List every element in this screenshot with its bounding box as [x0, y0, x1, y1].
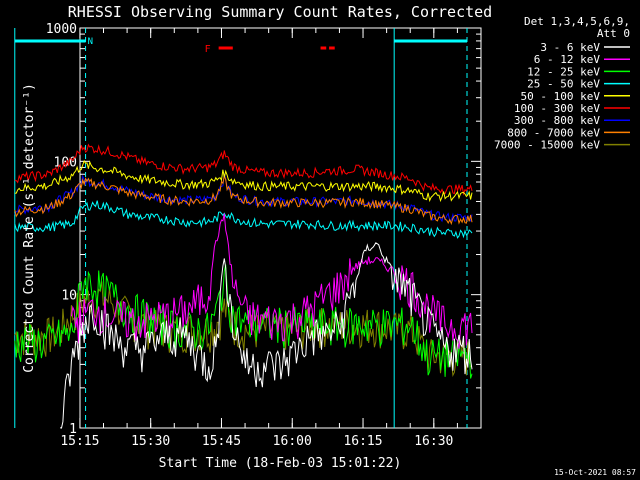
- series-layer: [14, 143, 473, 429]
- x-tick-label: 15:15: [60, 434, 99, 449]
- legend-entry-label: 300 - 800 keV: [514, 114, 600, 127]
- plot-frame: [79, 27, 482, 429]
- legend-header-line-2: Att 0: [597, 27, 630, 40]
- legend-entry-label: 6 - 12 keV: [534, 53, 601, 66]
- x-tick-label: 16:00: [273, 434, 312, 449]
- series-line-25-50-kev: [14, 200, 473, 239]
- chart-title: RHESSI Observing Summary Count Rates, Co…: [68, 3, 492, 21]
- x-tick-label: 15:45: [202, 434, 241, 449]
- y-tick-label: 1000: [46, 22, 77, 37]
- series-line-50-100-kev: [14, 159, 473, 203]
- y-tick-label: 10: [61, 289, 77, 304]
- legend-entry-label: 3 - 6 keV: [540, 41, 600, 54]
- series-line-12-25-kev: [14, 264, 473, 379]
- legend-entry-label: 25 - 50 keV: [527, 78, 600, 91]
- legend-header-line-1: Det 1,3,4,5,6,9,: [524, 15, 630, 28]
- series-line-100-300-kev: [14, 143, 473, 196]
- series-line-6-12-kev: [70, 213, 473, 349]
- axes: 1 10 100 1000 15:15 15:30 15:45 16:00 16:15 16:30: [46, 22, 482, 449]
- series-line-800-7000-kev: [14, 174, 473, 226]
- flare-flag-label: F: [205, 44, 211, 55]
- x-axis-label: Start Time (18-Feb-03 15:01:22): [159, 456, 402, 471]
- legend-entry-label: 7000 - 15000 keV: [494, 139, 600, 152]
- y-tick-label: 1: [69, 422, 77, 437]
- x-tick-label: 16:30: [414, 434, 453, 449]
- timestamp: 15-Oct-2021 08:57: [554, 468, 636, 477]
- series-line-3-6-kev: [59, 242, 473, 429]
- x-tick-label: 16:15: [343, 434, 382, 449]
- y-axis-label: Corrected Count Rate (s⁻¹ detector⁻¹): [22, 83, 37, 373]
- x-tick-label: 15:30: [131, 434, 170, 449]
- legend-entry-label: 50 - 100 keV: [521, 90, 601, 103]
- legend-entry-label: 100 - 300 keV: [514, 102, 600, 115]
- night-flag-label: N: [88, 37, 93, 47]
- legend-entry-label: 800 - 7000 keV: [507, 126, 600, 139]
- y-tick-label: 100: [54, 155, 77, 170]
- legend-entry-label: 12 - 25 keV: [527, 65, 600, 78]
